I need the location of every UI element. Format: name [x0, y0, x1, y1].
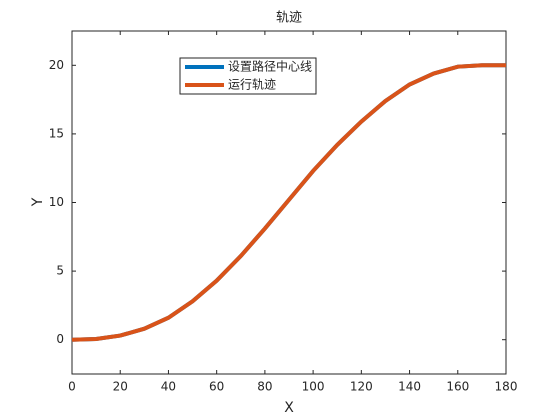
x-tick-label: 20: [113, 380, 128, 394]
x-tick-label: 120: [350, 380, 373, 394]
x-axis-label: X: [284, 400, 294, 416]
legend-label: 运行轨迹: [228, 78, 276, 92]
y-tick-label: 0: [56, 332, 64, 346]
y-tick-label: 15: [49, 126, 64, 140]
y-axis-label: Y: [30, 197, 46, 207]
legend-box: [179, 57, 317, 95]
x-tick-label: 180: [495, 380, 518, 394]
x-tick-label: 40: [161, 380, 176, 394]
y-tick-label: 20: [49, 58, 64, 72]
x-tick-label: 140: [398, 380, 421, 394]
x-tick-label: 60: [209, 380, 224, 394]
series-line: [71, 63, 506, 342]
x-tick-label: 160: [446, 380, 469, 394]
y-tick-label: 5: [56, 264, 64, 278]
chart-title: 轨迹: [276, 11, 302, 26]
x-tick-label: 100: [302, 380, 325, 394]
legend-label: 设置路径中心线: [228, 59, 312, 74]
y-tick-label: 10: [49, 195, 64, 209]
x-tick-label: 80: [257, 380, 272, 394]
x-tick-label: 0: [68, 380, 76, 394]
